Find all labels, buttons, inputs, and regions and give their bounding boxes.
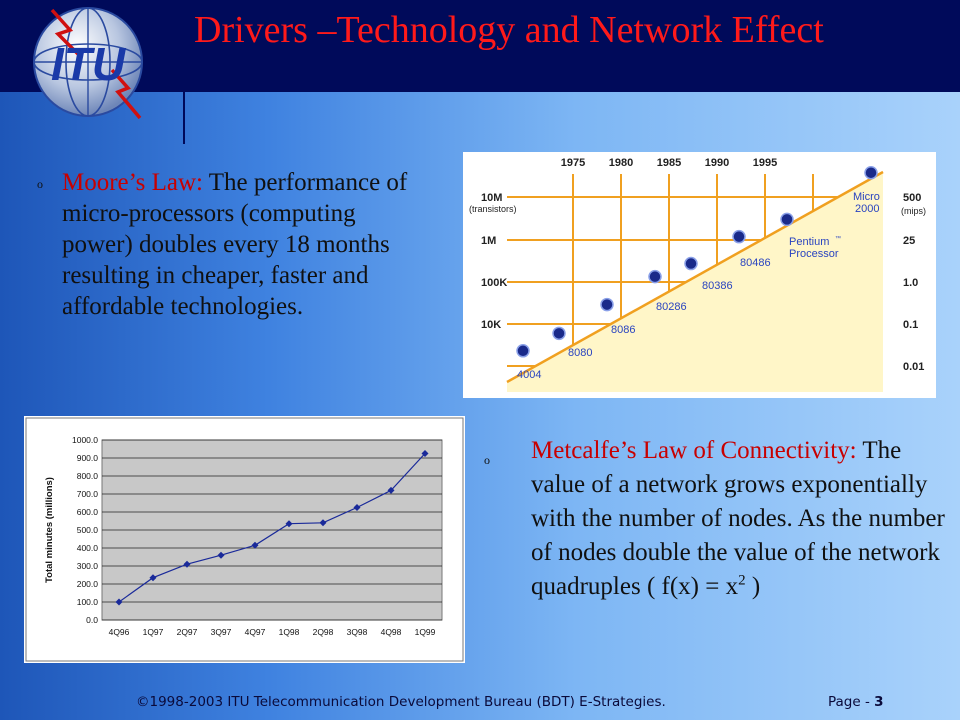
- x-tick-label: 3Q97: [211, 627, 232, 637]
- moore-x-tick: 1985: [657, 157, 681, 169]
- moore-point-label: 2000: [855, 203, 879, 215]
- metcalfe-tail: ): [745, 573, 761, 600]
- data-point: [387, 486, 395, 494]
- moore-lead: Moore’s Law:: [62, 169, 203, 196]
- minutes-chart: 0.0 100.0 200.0 300.0 400.0 500.0 600.0 700.0 80…: [24, 416, 465, 663]
- y-tick-label: 400.0: [77, 543, 99, 553]
- moore-point: [648, 269, 662, 284]
- moore-point-label: Pentium: [789, 236, 829, 248]
- y-tick-label: 0.0: [86, 615, 98, 625]
- moore-grid: [506, 170, 884, 392]
- moore-y-tick: 1M: [481, 235, 496, 247]
- moore-point: [600, 297, 614, 312]
- x-tick-label: 1Q98: [279, 627, 300, 637]
- header-bar: [0, 0, 960, 92]
- moore-point: [864, 165, 878, 180]
- metcalfe-lead: Metcalfe’s Law of Connectivity:: [531, 437, 857, 464]
- moore-point: [552, 326, 566, 341]
- data-point: [319, 519, 327, 527]
- moore-point-label: 80486: [740, 257, 771, 269]
- itu-logo: ITU: [33, 7, 143, 120]
- metcalfe-superscript: 2: [738, 572, 746, 589]
- page-value: 3: [874, 694, 884, 710]
- moore-point: [732, 229, 746, 244]
- moore-text: The performance of micro-processors (com…: [62, 169, 408, 320]
- moore-point-label: 8086: [611, 324, 635, 336]
- x-tick-label: 2Q98: [313, 627, 334, 637]
- moore-trend-area: [507, 172, 883, 392]
- x-tick-label: 1Q97: [143, 627, 164, 637]
- moore-point-label: Processor: [789, 248, 839, 260]
- y-tick-label: 900.0: [77, 453, 99, 463]
- moore-point-label: Micro: [853, 191, 880, 203]
- moore-point-label: 8080: [568, 347, 592, 359]
- moore-point-label: 4004: [517, 369, 541, 381]
- data-point: [251, 541, 259, 549]
- moore-y2-tick: 0.01: [903, 361, 924, 373]
- moore-y-tick: 10M: [481, 192, 502, 204]
- moore-point-label: 80386: [702, 280, 733, 292]
- footer-text: ©1998-2003 ITU Telecommunication Develop…: [136, 694, 666, 710]
- moore-y-tick: 10K: [481, 319, 501, 331]
- bullet-moore: o Moore’s Law: The performance of micro-…: [37, 167, 422, 322]
- page-number: Page - 3: [828, 694, 884, 710]
- series-line: [118, 453, 426, 603]
- y-tick-label: 800.0: [77, 471, 99, 481]
- moore-x-tick: 1995: [753, 157, 777, 169]
- bullet-marker: o: [37, 177, 43, 191]
- y-tick-label: 1000.0: [72, 435, 98, 445]
- moore-point: [780, 212, 794, 227]
- x-tick-label: 1Q99: [415, 627, 436, 637]
- x-tick-label: 4Q98: [381, 627, 402, 637]
- header-rule: [183, 40, 185, 144]
- moore-y2-tick: 25: [903, 235, 915, 247]
- moore-point-label: 80286: [656, 301, 687, 313]
- moore-chart: 1975 1980 1985 1990 1995 10M 1M 100K 10K (transis…: [463, 152, 936, 398]
- moore-y2-sublabel: (mips): [901, 206, 926, 216]
- page-label: Page -: [828, 694, 875, 710]
- moore-y-sublabel: (transistors): [469, 204, 517, 214]
- moore-point: [516, 344, 530, 358]
- bullet-metcalfe: o Metcalfe’s Law of Connectivity: The va…: [484, 434, 951, 604]
- minutes-chart-body: 0.0 100.0 200.0 300.0 400.0 500.0 600.0 700.0 80…: [25, 417, 464, 662]
- data-point: [353, 504, 361, 511]
- y-tick-label: 500.0: [77, 525, 99, 535]
- data-point: [115, 598, 123, 606]
- data-point: [217, 551, 225, 559]
- x-tick-label: 3Q98: [347, 627, 368, 637]
- moore-y2-tick: 0.1: [903, 319, 918, 331]
- moore-point-label: ™: [835, 235, 841, 242]
- metcalfe-text: The value of a network grows exponential…: [531, 437, 945, 600]
- x-tick-label: 4Q97: [245, 627, 266, 637]
- y-tick-label: 200.0: [77, 579, 99, 589]
- y-tick-label: 100.0: [77, 597, 99, 607]
- moore-axis-labels: 1975 1980 1985 1990 1995 10M 1M 100K 10K (transis…: [469, 157, 926, 381]
- y-tick-label: 600.0: [77, 507, 99, 517]
- logo-text: ITU: [51, 38, 127, 90]
- x-tick-label: 4Q96: [109, 627, 130, 637]
- y-axis-label: Total minutes (millions): [44, 477, 55, 583]
- y-tick-label: 300.0: [77, 561, 99, 571]
- moore-points: [516, 165, 878, 358]
- data-point: [285, 520, 293, 528]
- moore-y2-tick: 1.0: [903, 277, 918, 289]
- moore-point: [684, 256, 698, 271]
- data-point: [183, 560, 191, 568]
- moore-x-tick: 1975: [561, 157, 585, 169]
- y-tick-label: 700.0: [77, 489, 99, 499]
- data-point: [421, 450, 429, 457]
- moore-x-tick: 1980: [609, 157, 633, 169]
- bullet-marker: o: [484, 453, 490, 467]
- x-tick-label: 2Q97: [177, 627, 198, 637]
- moore-y-tick: 100K: [481, 277, 507, 289]
- moore-x-tick: 1990: [705, 157, 729, 169]
- moore-trend-line: [506, 170, 884, 384]
- data-point: [149, 574, 157, 582]
- slide-title: Drivers –Technology and Network Effect: [194, 9, 824, 51]
- moore-y2-tick: 500: [903, 192, 921, 204]
